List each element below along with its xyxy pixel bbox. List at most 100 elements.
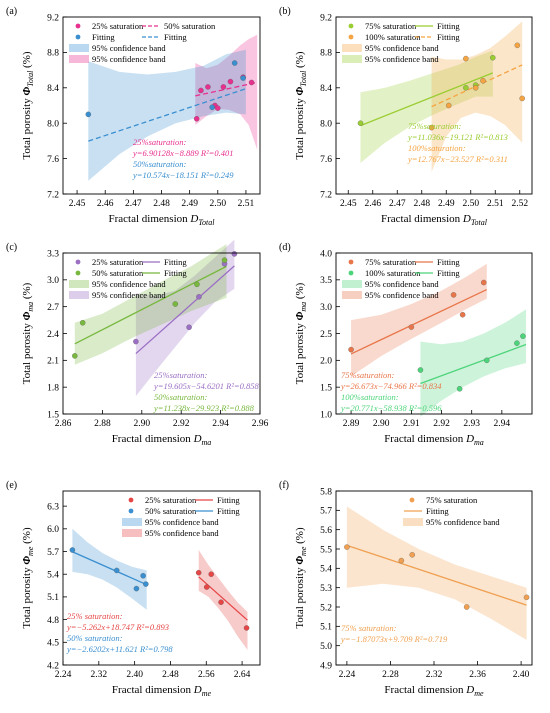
legend-label: 75% saturation (365, 257, 417, 267)
fit-line (350, 288, 488, 355)
y-tick-label: 1.5 (320, 383, 332, 393)
legend-label: 75% saturation (365, 21, 417, 31)
data-point (231, 60, 238, 66)
y-tick-label: 8.4 (320, 84, 332, 94)
legend-marker (128, 508, 134, 514)
data-point (463, 85, 469, 91)
y-tick-label: 5.7 (47, 548, 59, 558)
y-tick-label: 5.4 (320, 565, 332, 575)
fit-line (74, 265, 227, 345)
legend-label: 95% confidence band (365, 43, 439, 53)
data-point (348, 346, 354, 353)
data-point (357, 120, 364, 126)
legend-marker (75, 259, 81, 265)
x-tick-label: 2.92 (173, 419, 190, 429)
legend-label: Fitting (92, 32, 115, 42)
data-point (409, 552, 415, 558)
regression-text: 50%saturation: (154, 392, 208, 402)
x-tick-label: 2.88 (94, 419, 111, 429)
y-axis-label: Total porosity Φma (%) (21, 282, 35, 384)
plot-frame (62, 490, 261, 666)
fit-line (420, 343, 527, 385)
panel-label: (d) (279, 242, 291, 253)
data-point (215, 105, 221, 111)
data-point (208, 571, 214, 577)
confidence-band (351, 263, 487, 377)
x-tick-label: 2.48 (413, 199, 430, 209)
data-point (514, 42, 521, 49)
y-tick-label: 9.2 (47, 13, 59, 23)
legend-label: 50% saturation (92, 268, 144, 278)
legend-label: 25% saturation (145, 495, 197, 505)
x-tick-label: 2.32 (426, 670, 443, 680)
fit-line (346, 544, 527, 606)
x-tick-label: 2.46 (364, 199, 381, 209)
x-tick-label: 2.90 (133, 419, 150, 429)
y-axis-label: Total porosity Φme (%) (21, 527, 35, 629)
regression-text: y=11.036x−19.121 R²=0.813 (407, 132, 508, 142)
panel-a: 2.45 2.46 2.47 2.48 2.49 2.50 2.51 7.2 7.6 8.0 8.4… (6, 6, 261, 227)
y-tick-label: 9.2 (320, 13, 332, 23)
confidence-band (420, 309, 526, 417)
data-point (417, 367, 424, 373)
data-point (113, 567, 120, 574)
legend-label: 95% confidence band (365, 54, 439, 64)
regression-text: 75% saturation: (341, 623, 397, 633)
y-tick-label: 5.5 (320, 545, 332, 555)
y-tick-label: 2.0 (320, 357, 332, 367)
y-tick-label: 6.3 (47, 502, 59, 512)
x-axis-label: Fractal dimension Dme (384, 684, 484, 698)
x-tick-label: 2.52 (511, 199, 528, 209)
legend-marker (128, 497, 134, 503)
panel-d: 2.89 2.90 2.91 2.92 2.93 2.94 1.0 1.5 2.0 2.5 3.0 3… (279, 242, 533, 447)
regression-text: y=26.673x−74.966 R²=0.834 (340, 381, 442, 391)
confidence-band (72, 528, 147, 610)
legend-label: 25% saturation (92, 21, 144, 31)
y-tick-label: 8.8 (320, 49, 332, 59)
legend-swatch (403, 518, 423, 526)
data-point (218, 599, 224, 605)
legend: 25% saturation Fitting 50% saturation Fitti… (122, 495, 240, 538)
data-point (459, 311, 466, 318)
fit-line (198, 576, 248, 621)
data-point (519, 95, 525, 102)
data-point (194, 281, 200, 288)
y-tick-label: 4.0 (320, 249, 332, 259)
legend-label: 95% confidence band (92, 54, 166, 64)
legend-label: 50% saturation (145, 506, 197, 516)
y-tick-label: 7.6 (320, 155, 332, 165)
panel-label: (a) (6, 6, 17, 17)
x-tick-label: 2.50 (209, 199, 226, 209)
x-tick-label: 2.28 (382, 670, 399, 680)
data-point (243, 625, 250, 631)
y-tick-label: 8.8 (47, 49, 59, 59)
data-point (523, 594, 530, 601)
y-tick-label: 2.5 (320, 330, 332, 340)
data-point (85, 111, 92, 118)
legend-marker (348, 34, 354, 40)
data-point (186, 324, 192, 330)
x-tick-label: 2.51 (487, 199, 504, 209)
regression-text: y=11.238x−29.923 R²=0.888 (153, 403, 255, 413)
y-tick-label: 3.3 (47, 249, 59, 259)
legend-marker (348, 259, 354, 265)
legend-marker (348, 23, 354, 29)
data-point (220, 84, 227, 90)
legend-label: Fitting (217, 506, 240, 516)
y-tick-label: 8.0 (320, 120, 332, 130)
x-tick-label: 2.24 (339, 670, 356, 680)
data-point (490, 54, 496, 61)
y-tick-label: 4.9 (320, 661, 332, 671)
regression-text: y=10.574x−18.151 R²=0.249 (132, 170, 234, 180)
data-point (69, 547, 76, 553)
y-tick-label: 2.1 (47, 357, 59, 367)
data-point (472, 85, 479, 91)
y-tick-label: 5.2 (320, 603, 332, 613)
legend: 75% saturation Fitting 100% saturation Fitt… (342, 21, 460, 64)
regression-text: 25% saturation: (67, 611, 123, 621)
legend-label: 95% confidence band (365, 279, 439, 289)
legend-swatch (342, 44, 362, 52)
legend-label: 75% saturation (426, 495, 478, 505)
